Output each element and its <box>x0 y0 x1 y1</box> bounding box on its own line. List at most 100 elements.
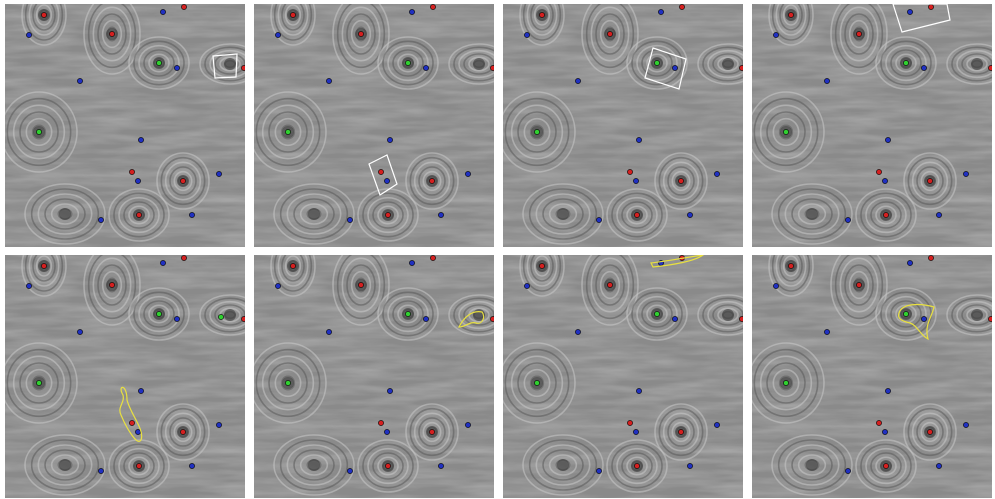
streamline <box>834 255 884 320</box>
feature-contour <box>897 303 935 341</box>
panel <box>5 4 245 247</box>
critical-point <box>138 137 144 143</box>
streamline <box>667 166 695 196</box>
critical-point <box>26 283 32 289</box>
critical-point <box>174 316 180 322</box>
streamline <box>108 439 170 493</box>
streamline <box>284 4 302 26</box>
streamline <box>143 300 175 328</box>
streamline <box>409 407 455 457</box>
streamline <box>87 255 137 320</box>
streamline <box>865 447 907 485</box>
streamline <box>907 407 953 457</box>
vortex-core <box>557 208 569 220</box>
streamline <box>916 166 944 196</box>
streamline <box>771 434 853 496</box>
streamline <box>875 36 937 90</box>
streamline <box>30 188 100 240</box>
streamline <box>830 255 888 326</box>
critical-point <box>241 65 245 71</box>
streamline <box>164 412 202 452</box>
streamline <box>293 449 335 481</box>
critical-point <box>596 468 602 474</box>
critical-point <box>347 468 353 474</box>
streamline <box>697 43 743 85</box>
streamline <box>782 4 800 26</box>
streamline <box>768 255 814 297</box>
critical-point <box>739 316 743 322</box>
streamline <box>83 255 141 326</box>
critical-point <box>358 31 364 37</box>
streamline <box>97 264 127 306</box>
streamline <box>667 417 695 447</box>
critical-point <box>438 212 444 218</box>
critical-point <box>218 314 224 320</box>
critical-point <box>378 420 384 426</box>
streamline <box>777 439 847 491</box>
critical-point <box>678 429 684 435</box>
streamline <box>636 44 678 82</box>
streamline <box>21 4 67 46</box>
critical-point <box>903 60 909 66</box>
streamline <box>530 4 554 31</box>
critical-point <box>160 260 166 266</box>
streamline <box>350 19 372 49</box>
streamline <box>293 198 335 230</box>
streamline <box>895 304 917 324</box>
streamline <box>966 56 988 72</box>
critical-point <box>135 178 141 184</box>
critical-point <box>679 4 685 10</box>
critical-point <box>429 429 435 435</box>
streamline <box>12 355 66 411</box>
streamline <box>83 4 141 75</box>
streamline <box>951 46 992 82</box>
streamline <box>646 304 668 324</box>
vortex-core <box>224 58 236 70</box>
streamline <box>286 193 342 235</box>
streamline <box>279 439 349 491</box>
critical-point <box>465 171 471 177</box>
streamline <box>448 294 494 336</box>
streamline <box>28 255 60 287</box>
vortex-core <box>722 58 734 70</box>
critical-point <box>773 32 779 38</box>
streamline <box>336 255 386 320</box>
critical-point <box>216 171 222 177</box>
streamline <box>273 255 313 292</box>
streamline <box>382 40 434 86</box>
critical-point <box>672 65 678 71</box>
streamline <box>636 295 678 333</box>
critical-point <box>136 212 142 218</box>
critical-point <box>654 311 660 317</box>
vortex-core <box>473 58 485 70</box>
streamline <box>336 4 386 69</box>
streamline <box>920 421 940 443</box>
critical-point <box>714 422 720 428</box>
streamline <box>397 304 419 324</box>
streamline <box>707 300 743 330</box>
streamline <box>199 43 245 85</box>
critical-point <box>109 31 115 37</box>
vortex-core <box>722 309 734 321</box>
streamline <box>32 4 56 31</box>
streamline <box>387 44 429 82</box>
critical-point <box>423 316 429 322</box>
streamline <box>772 117 800 147</box>
streamline <box>463 53 494 75</box>
streamline <box>585 255 635 320</box>
critical-point <box>627 169 633 175</box>
streamline <box>377 456 399 476</box>
streamline <box>526 4 558 36</box>
selection-box <box>212 53 238 79</box>
streamline <box>50 203 80 225</box>
critical-point <box>156 311 162 317</box>
streamline <box>413 412 451 452</box>
streamline <box>626 205 648 225</box>
critical-point <box>138 388 144 394</box>
streamline <box>24 4 64 41</box>
streamline <box>759 355 813 411</box>
streamline <box>907 156 953 206</box>
streamline <box>599 270 621 300</box>
streamline <box>148 53 170 73</box>
streamline <box>626 456 648 476</box>
